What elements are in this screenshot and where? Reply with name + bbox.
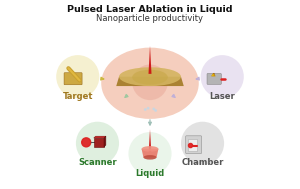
Circle shape: [155, 110, 156, 111]
Circle shape: [145, 109, 146, 110]
FancyBboxPatch shape: [207, 74, 221, 84]
Polygon shape: [104, 136, 106, 147]
Circle shape: [132, 64, 168, 100]
Circle shape: [153, 108, 154, 110]
Text: Liquid: Liquid: [135, 169, 165, 178]
Text: Target: Target: [62, 92, 93, 101]
Circle shape: [82, 138, 91, 147]
Text: Laser: Laser: [209, 92, 235, 101]
Polygon shape: [142, 149, 158, 157]
Ellipse shape: [101, 48, 199, 119]
Polygon shape: [212, 73, 215, 76]
Circle shape: [201, 55, 244, 98]
Text: Pulsed Laser Ablation in Liquid: Pulsed Laser Ablation in Liquid: [67, 5, 233, 14]
Polygon shape: [94, 136, 106, 138]
Polygon shape: [148, 46, 152, 74]
Circle shape: [147, 107, 149, 109]
Ellipse shape: [143, 155, 157, 160]
Text: Chamber: Chamber: [181, 159, 224, 167]
Text: Nanoparticle productivity: Nanoparticle productivity: [97, 14, 203, 23]
Circle shape: [56, 55, 99, 98]
Ellipse shape: [142, 146, 158, 152]
Text: Scanner: Scanner: [78, 159, 117, 167]
FancyBboxPatch shape: [186, 136, 202, 154]
FancyBboxPatch shape: [64, 73, 82, 85]
Circle shape: [128, 132, 172, 175]
Circle shape: [181, 122, 224, 165]
Circle shape: [188, 143, 193, 148]
Polygon shape: [116, 77, 184, 86]
FancyBboxPatch shape: [94, 138, 104, 147]
Text: !: !: [212, 73, 214, 77]
Polygon shape: [149, 129, 151, 152]
Ellipse shape: [132, 70, 168, 85]
FancyBboxPatch shape: [188, 139, 196, 151]
Circle shape: [76, 122, 119, 165]
Ellipse shape: [119, 67, 181, 86]
